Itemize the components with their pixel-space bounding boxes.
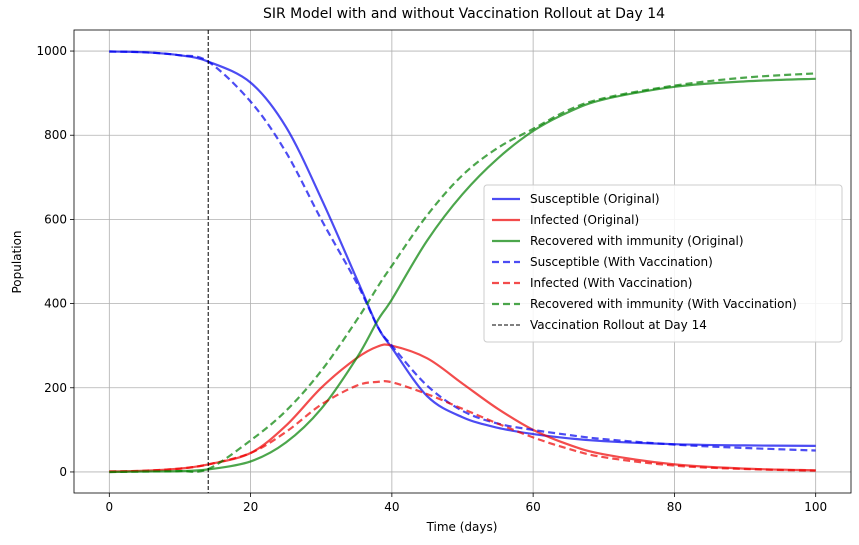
legend-label: Susceptible (Original) bbox=[530, 192, 660, 206]
legend-label: Infected (Original) bbox=[530, 213, 639, 227]
legend-label: Recovered with immunity (With Vaccinatio… bbox=[530, 297, 797, 311]
y-tick-label: 600 bbox=[44, 212, 67, 226]
y-tick-label: 1000 bbox=[36, 44, 67, 58]
plot-lines bbox=[109, 30, 816, 493]
x-tick-label: 0 bbox=[105, 500, 113, 514]
x-axis-label: Time (days) bbox=[426, 520, 498, 534]
legend-label: Recovered with immunity (Original) bbox=[530, 234, 744, 248]
legend-label: Vaccination Rollout at Day 14 bbox=[530, 318, 707, 332]
y-tick-label: 200 bbox=[44, 381, 67, 395]
y-tick-label: 0 bbox=[59, 465, 67, 479]
x-tick-label: 20 bbox=[243, 500, 258, 514]
legend-box bbox=[483, 184, 843, 343]
x-tick-label: 40 bbox=[384, 500, 399, 514]
legend-label: Infected (With Vaccination) bbox=[530, 276, 692, 290]
x-tick-label: 80 bbox=[667, 500, 682, 514]
legend: Susceptible (Original) Infected (Original… bbox=[483, 184, 843, 343]
y-axis-label: Population bbox=[10, 230, 24, 293]
x-tick-label: 100 bbox=[804, 500, 827, 514]
y-tick-label: 400 bbox=[44, 297, 67, 311]
plot-frame bbox=[73, 29, 852, 494]
y-tick-label: 800 bbox=[44, 128, 67, 142]
legend-label: Susceptible (With Vaccination) bbox=[530, 255, 713, 269]
chart-title: SIR Model with and without Vaccination R… bbox=[263, 6, 665, 22]
x-tick-label: 60 bbox=[525, 500, 540, 514]
